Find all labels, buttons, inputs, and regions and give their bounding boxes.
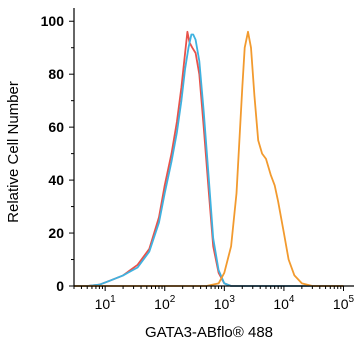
x-axis-label: GATA3-ABflo® 488 xyxy=(145,324,273,341)
x-tick-label: 105 xyxy=(333,294,355,312)
y-axis-ticks: 0 20 40 60 80 100 xyxy=(41,13,74,294)
y-axis-label: Relative Cell Number xyxy=(5,81,22,223)
x-tick-label: 103 xyxy=(214,294,236,312)
y-tick-label: 60 xyxy=(48,119,64,135)
y-tick-label: 40 xyxy=(48,172,64,188)
x-tick-label: 101 xyxy=(95,294,117,312)
y-tick-label: 20 xyxy=(48,225,64,241)
plot-series-group xyxy=(74,30,344,287)
x-tick-label: 102 xyxy=(154,294,176,312)
y-tick-label: 80 xyxy=(48,66,64,82)
x-axis-ticks: 101 102 103 104 105 xyxy=(73,286,355,312)
y-tick-label: 0 xyxy=(56,278,64,294)
y-tick-label: 100 xyxy=(41,13,65,29)
x-tick-label: 104 xyxy=(273,294,295,312)
series-line-3 xyxy=(74,30,344,287)
series-line-1 xyxy=(74,30,344,287)
series-line-2 xyxy=(74,33,344,287)
